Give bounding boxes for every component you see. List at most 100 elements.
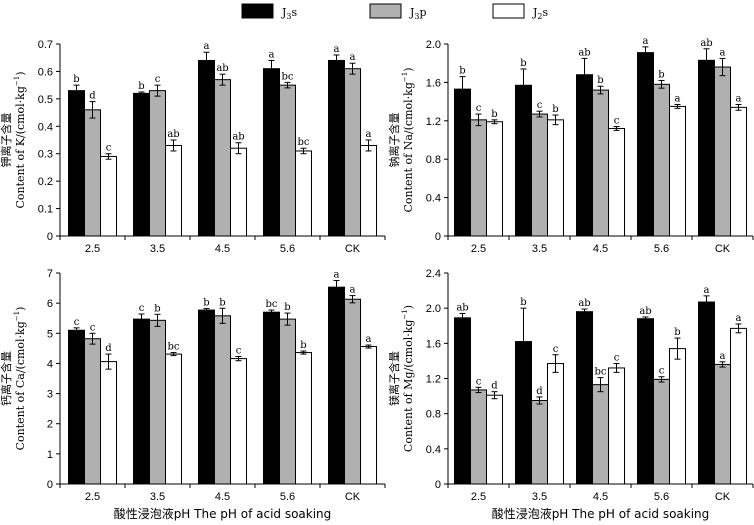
x-tick-label-na: 2.5 [471, 243, 486, 255]
x-tick-label-mg: 5.6 [654, 491, 669, 503]
sig-letter-mg: a [736, 313, 742, 324]
bar-ca-j3s [133, 318, 150, 485]
bar-na-j3s [515, 84, 532, 237]
x-tick-label-ca: CK [345, 491, 361, 503]
sig-letter-ca: b [219, 297, 225, 308]
sig-letter-k: c [106, 143, 112, 154]
x-tick-label-ca: 2.5 [85, 491, 100, 503]
y-label-cn-na: 钠离子含量 [387, 113, 401, 168]
sig-letter-ca: c [74, 317, 80, 328]
x-tick-label-mg: 3.5 [532, 491, 547, 503]
y-label-en-ca: Content of Ca/(cmol·kg−1) [13, 307, 27, 451]
bar-k-j3p [149, 90, 166, 237]
bar-ca-j3s [328, 286, 345, 485]
y-label-en-na: Content of Na/(cmol·kg−1) [401, 68, 415, 213]
sig-letter-k: a [334, 44, 340, 55]
y-label-en-main-na: Content of Na/(cmol·kg [402, 82, 415, 212]
bar-k-j2s [165, 144, 182, 237]
bar-ca-j2s [230, 358, 247, 485]
x-tick-label-ca: 5.6 [280, 491, 295, 503]
bar-na-j3p [531, 113, 548, 237]
sig-letter-na: a [643, 36, 649, 47]
bar-k-j3p [84, 109, 101, 237]
sig-letter-ca: bc [167, 342, 179, 353]
svg-text:J3p: J3p [409, 6, 427, 21]
bar-mg-j2s [669, 348, 686, 485]
sig-letter-na: ab [578, 47, 590, 58]
sig-letter-mg: c [553, 344, 559, 355]
bar-mg-j3p [592, 384, 609, 485]
bar-na-j2s [486, 121, 503, 237]
sig-letter-mg: c [614, 353, 620, 364]
x-tick-label-na: 5.6 [654, 243, 669, 255]
panel-k: 00.10.20.30.40.50.60.72.5 3.5 4.5 5.6 CKbbaa… [0, 39, 386, 255]
sig-letter-na: b [552, 104, 558, 115]
legend-swatch-j3p [369, 3, 402, 19]
sig-letter-ca: d [105, 343, 112, 354]
bar-ca-j3p [279, 318, 296, 485]
sig-letter-mg: bc [594, 367, 606, 378]
y-label-en-main-k: Content of K/(cmol·kg [14, 86, 27, 208]
sig-letter-k: b [73, 74, 79, 85]
y-tick-label-mg: 2.0 [426, 303, 441, 315]
bar-ca-j3s [263, 311, 280, 485]
sig-letter-mg: c [659, 366, 665, 377]
legend-tail-j2s: s [543, 6, 549, 19]
sig-letter-ca: b [300, 340, 306, 351]
sig-letter-mg: ab [578, 298, 590, 309]
y-label-en-exp-na: −1 [401, 72, 409, 82]
sig-letter-na: c [537, 100, 543, 111]
svg-text:J2s: J2s [532, 6, 549, 21]
y-label-en-close-k: ) [14, 71, 27, 75]
y-tick-label-ca: 1 [47, 449, 53, 461]
legend: J 3 s J3p J2s [241, 3, 549, 21]
bar-na-j3s [698, 59, 715, 237]
legend-label-j2s: J [532, 6, 537, 19]
bar-ca-j3s [198, 309, 215, 485]
x-tick-label-mg: 4.5 [593, 491, 608, 503]
y-tick-label-ca: 7 [47, 268, 53, 280]
legend-sub-j3p: 3 [414, 12, 419, 21]
y-tick-label-na: 0.4 [426, 193, 441, 205]
sig-letter-k: ab [232, 132, 244, 143]
y-label-cn-k: 钾离子含量 [0, 113, 13, 168]
bar-na-j3s [637, 52, 654, 237]
y-tick-label-k: 0.5 [38, 94, 53, 106]
bar-k-j3s [133, 92, 150, 237]
y-tick-label-k: 0.7 [38, 39, 53, 51]
y-tick-label-na: 2.0 [426, 39, 441, 51]
y-label-en-exp-ca: −1 [13, 311, 21, 321]
sig-letter-mg: b [674, 327, 680, 338]
bar-k-j3s [263, 68, 280, 237]
bar-mg-j3p [470, 389, 487, 485]
legend-tail-j3p: p [420, 6, 427, 19]
sig-letter-mg: ab [456, 302, 468, 313]
y-tick-label-mg: 1.2 [426, 374, 441, 386]
bar-na-j3p [592, 89, 609, 237]
y-tick-label-k: 0.3 [38, 149, 53, 161]
y-tick-label-mg: 1.6 [426, 338, 441, 350]
y-tick-label-mg: 0.4 [426, 444, 441, 456]
bar-ca-j2s [295, 352, 312, 485]
y-tick-label-ca: 6 [47, 298, 53, 310]
legend-swatch-j3s [241, 3, 274, 19]
y-tick-label-ca: 5 [47, 328, 53, 340]
sig-letter-k: bc [281, 71, 293, 82]
legend-label-j3s: J [281, 6, 286, 19]
bar-ca-j3p [344, 298, 361, 485]
sig-letter-mg: d [536, 386, 543, 397]
y-tick-label-ca: 2 [47, 419, 53, 431]
x-axis-title-mg: 酸性浸泡液pH The pH of acid soaking [492, 506, 710, 521]
sig-letter-ca: a [350, 285, 356, 296]
y-tick-label-mg: 0.8 [426, 409, 441, 421]
bar-mg-j2s [730, 327, 747, 485]
bar-k-j2s [230, 147, 247, 237]
x-tick-label-na: 4.5 [593, 243, 608, 255]
sig-letter-na: a [736, 93, 742, 104]
x-tick-label-mg: 2.5 [471, 491, 486, 503]
bar-k-j3s [198, 59, 215, 237]
sig-letter-k: a [350, 52, 356, 63]
y-tick-label-na: 1.2 [426, 116, 441, 128]
y-label-en-main-ca: Content of Ca/(cmol·kg [14, 321, 27, 450]
